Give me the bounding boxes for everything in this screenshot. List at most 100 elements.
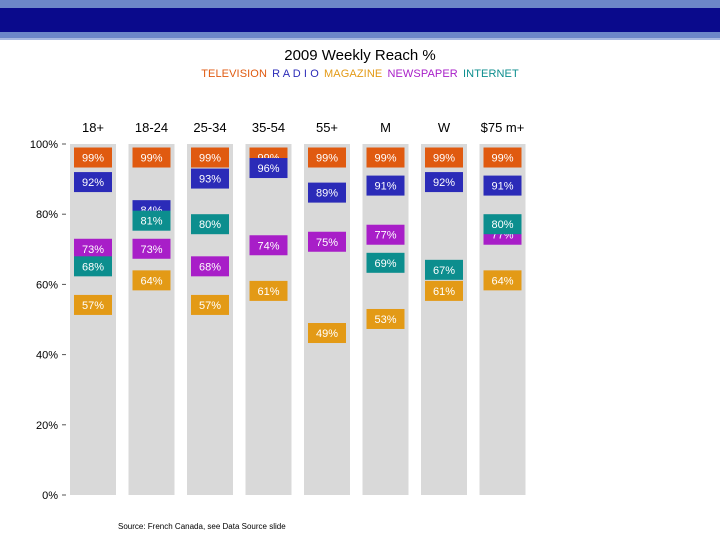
category-label: 25-34 bbox=[193, 120, 226, 135]
data-label: 92% bbox=[82, 177, 104, 189]
data-label: 67% bbox=[433, 265, 455, 277]
bar-television bbox=[132, 147, 171, 168]
bar-television bbox=[483, 147, 522, 168]
bar-newspaper bbox=[74, 238, 112, 259]
data-label: 96% bbox=[257, 163, 279, 175]
data-label: 77% bbox=[374, 230, 396, 242]
data-label: 49% bbox=[316, 328, 338, 340]
bar-magazine bbox=[132, 270, 171, 291]
bar-newspaper bbox=[132, 238, 171, 259]
bar-radio bbox=[74, 172, 112, 193]
bar-newspaper bbox=[308, 231, 346, 252]
data-label: 81% bbox=[140, 216, 162, 228]
category-column bbox=[421, 144, 467, 495]
header-band-main bbox=[0, 8, 720, 32]
data-label: 99% bbox=[140, 153, 162, 165]
bar-newspaper bbox=[366, 224, 405, 245]
data-label: 99% bbox=[82, 153, 104, 165]
data-label: 80% bbox=[491, 219, 513, 231]
bar-radio bbox=[366, 175, 405, 196]
legend-magazine: MAGAZINE bbox=[324, 68, 383, 80]
data-label: 61% bbox=[433, 286, 455, 298]
data-label: 99% bbox=[374, 153, 396, 165]
data-label: 99% bbox=[316, 153, 338, 165]
data-label: 99% bbox=[491, 153, 513, 165]
data-label: 57% bbox=[82, 300, 104, 312]
data-label: 74% bbox=[257, 240, 279, 252]
category-column bbox=[245, 144, 292, 495]
category-label: $75 m+ bbox=[481, 120, 525, 135]
data-label: 64% bbox=[140, 275, 162, 287]
category-label: 18+ bbox=[82, 120, 104, 135]
bar-newspaper bbox=[249, 235, 288, 256]
data-label: 99% bbox=[199, 153, 221, 165]
y-tick-label: 80% bbox=[36, 209, 58, 221]
y-tick-label: 60% bbox=[36, 279, 58, 291]
data-label: 69% bbox=[374, 258, 396, 270]
bar-radio bbox=[425, 172, 463, 193]
data-label: 73% bbox=[140, 244, 162, 256]
category-column bbox=[187, 144, 233, 495]
header-banner bbox=[0, 0, 720, 42]
bar-television bbox=[366, 147, 405, 168]
y-tick-label: 40% bbox=[36, 350, 58, 362]
y-tick-label: 100% bbox=[30, 139, 58, 151]
y-tick-label: 0% bbox=[42, 490, 58, 502]
bar-magazine bbox=[425, 280, 463, 301]
category-label: 18-24 bbox=[135, 120, 168, 135]
data-label: 68% bbox=[82, 261, 104, 273]
bar-magazine bbox=[74, 294, 112, 315]
legend-radio: R A D I O bbox=[272, 68, 319, 80]
category-column bbox=[128, 144, 175, 495]
data-label: 73% bbox=[82, 244, 104, 256]
legend-newspaper: NEWSPAPER bbox=[387, 68, 458, 80]
bar-television bbox=[191, 147, 229, 168]
category-column bbox=[479, 144, 526, 495]
bar-internet bbox=[483, 214, 522, 235]
bar-internet bbox=[132, 210, 171, 231]
bar-television bbox=[425, 147, 463, 168]
bar-internet bbox=[74, 256, 112, 277]
category-label: 35-54 bbox=[252, 120, 285, 135]
category-label: W bbox=[438, 120, 451, 135]
bar-internet bbox=[366, 252, 405, 273]
data-label: 53% bbox=[374, 314, 396, 326]
data-label: 89% bbox=[316, 188, 338, 200]
bar-magazine bbox=[483, 270, 522, 291]
source-note: Source: French Canada, see Data Source s… bbox=[118, 522, 286, 531]
category-label: M bbox=[380, 120, 391, 135]
data-label: 80% bbox=[199, 219, 221, 231]
data-label: 91% bbox=[491, 181, 513, 193]
bar-radio bbox=[308, 182, 346, 203]
data-label: 57% bbox=[199, 300, 221, 312]
bar-newspaper bbox=[191, 256, 229, 277]
bar-magazine bbox=[249, 280, 288, 301]
data-label: 92% bbox=[433, 177, 455, 189]
header-band-bottom bbox=[0, 32, 720, 38]
data-label: 93% bbox=[199, 174, 221, 186]
legend-internet: INTERNET bbox=[463, 68, 519, 80]
data-label: 61% bbox=[257, 286, 279, 298]
category-column bbox=[70, 144, 116, 495]
bar-magazine bbox=[366, 308, 405, 329]
bar-internet bbox=[191, 214, 229, 235]
chart-legend: TELEVISION R A D I O MAGAZINE NEWSPAPER … bbox=[0, 68, 720, 80]
y-tick-label: 20% bbox=[36, 420, 58, 432]
data-label: 68% bbox=[199, 261, 221, 273]
data-label: 75% bbox=[316, 237, 338, 249]
data-label: 99% bbox=[433, 153, 455, 165]
legend-television: TELEVISION bbox=[201, 68, 267, 80]
header-band-thin bbox=[0, 38, 720, 40]
bar-television bbox=[308, 147, 346, 168]
chart-title: 2009 Weekly Reach % bbox=[284, 47, 436, 64]
header-band-top bbox=[0, 0, 720, 8]
bar-radio bbox=[483, 175, 522, 196]
bar-television bbox=[74, 147, 112, 168]
data-label: 64% bbox=[491, 275, 513, 287]
category-label: 55+ bbox=[316, 120, 338, 135]
bar-radio bbox=[249, 158, 288, 179]
data-label: 91% bbox=[374, 181, 396, 193]
bar-radio bbox=[191, 168, 229, 189]
bar-magazine bbox=[191, 294, 229, 315]
